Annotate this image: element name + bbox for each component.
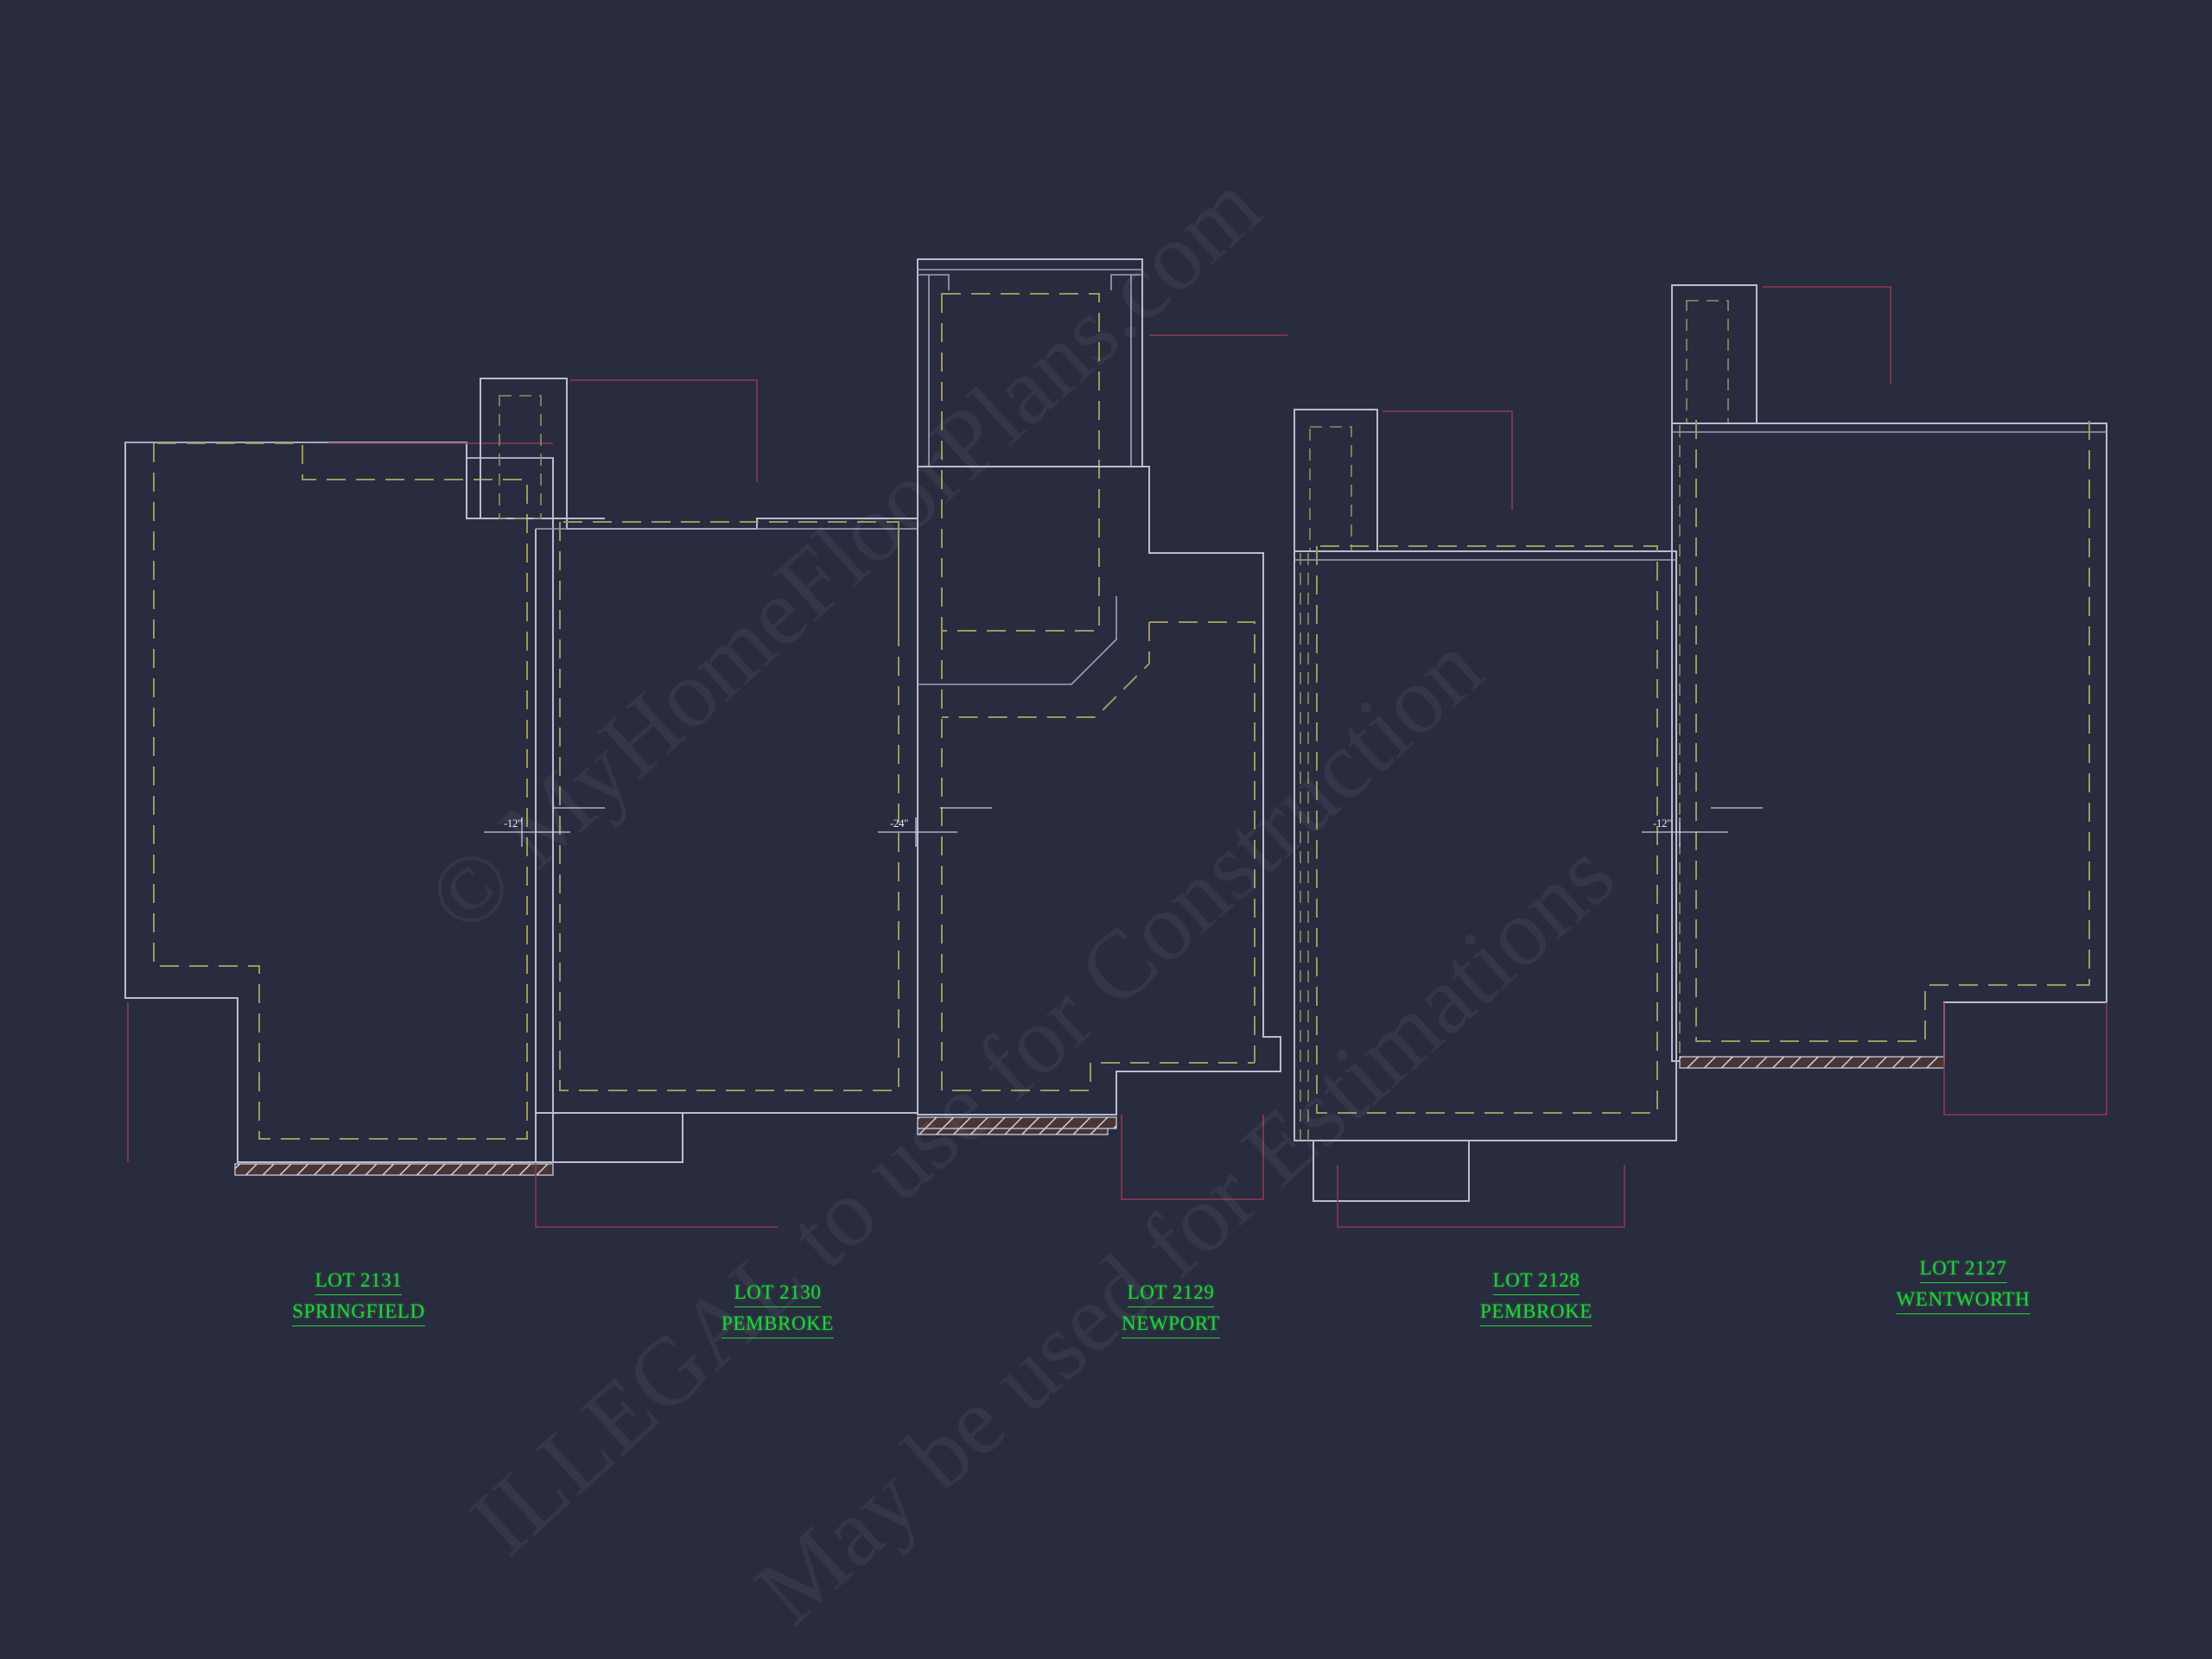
newport-chamfer: [918, 596, 1117, 685]
lot-label-2131: LOT 2131 SPRINGFIELD: [292, 1267, 425, 1329]
wentworth-footing-dashed: [1695, 420, 2090, 1042]
unit-springfield-2131: [124, 442, 554, 1176]
newport-chamfer-footing: [942, 622, 1150, 718]
newport-brick-ledge-hatch: [917, 1116, 1117, 1129]
newport-top-notch-right: [1110, 274, 1142, 290]
unit-pembroke-2128: [1294, 409, 1677, 1228]
lot-label-2127: LOT 2127 WENTWORTH: [1896, 1255, 2031, 1317]
pembroke2128-stoop-box: [1294, 409, 1378, 552]
pembroke2130-footing-dashed: [559, 521, 899, 1091]
lot-model-2128: PEMBROKE: [1479, 1298, 1593, 1326]
wentworth-top-red-line: [1763, 286, 1891, 385]
pembroke2128-bottom-red: [1337, 1165, 1625, 1228]
lot-label-2130: LOT 2130 PEMBROKE: [721, 1279, 835, 1341]
newport-top-footing: [941, 293, 1100, 632]
pembroke2128-foundation-outline: [1294, 550, 1677, 1141]
wentworth-foundation-outline: [1671, 423, 2107, 1062]
dim-center-leader: [878, 807, 992, 847]
lot-model-2130: PEMBROKE: [721, 1310, 835, 1338]
newport-top-notch-left: [918, 274, 950, 290]
wentworth-brick-ledge-hatch: [1679, 1056, 1945, 1069]
unit-pembroke-2130: [480, 378, 1109, 1228]
pembroke2128-footing-dashed: [1316, 545, 1658, 1114]
pembroke2128-bottom-stoop: [1313, 1141, 1470, 1202]
newport-body-footing: [941, 631, 1255, 1091]
pembroke2128-top-red-line: [1382, 410, 1513, 510]
newport-top-block-outline: [917, 258, 1143, 467]
newport-porch-red: [1121, 1115, 1264, 1200]
lot-number-2130: LOT 2130: [734, 1279, 822, 1307]
lot-number-2127: LOT 2127: [1919, 1255, 2007, 1283]
unit-newport-2129: [917, 258, 1287, 1200]
pembroke2130-lower-porch-red: [535, 1162, 778, 1228]
pembroke2128-stoop-footing: [1309, 426, 1352, 552]
springfield-footing-dashed: [153, 442, 528, 1140]
pembroke2130-bottom-stoop: [535, 1113, 683, 1163]
lot-label-2129: LOT 2129 NEWPORT: [1122, 1279, 1220, 1341]
wentworth-stoop-box: [1671, 284, 1758, 424]
newport-top-block-inner: [918, 269, 1142, 467]
lot-model-2127: WENTWORTH: [1896, 1286, 2031, 1314]
lot-label-2128: LOT 2128 PEMBROKE: [1479, 1267, 1593, 1329]
pembroke2130-top-red-line: [570, 379, 758, 482]
springfield-wall-offset: [125, 442, 553, 459]
dim-right-text: -12": [1653, 817, 1671, 830]
pembroke2130-stoop-footing: [499, 395, 542, 519]
wentworth-porch-red: [1943, 1002, 2107, 1116]
lot-number-2129: LOT 2129: [1127, 1279, 1215, 1307]
wentworth-stoop-footing: [1686, 300, 1729, 424]
pembroke2130-body-outline: [535, 518, 918, 1114]
springfield-brick-ledge-hatch: [234, 1163, 554, 1176]
dim-left-leader: [484, 807, 605, 847]
newport-body-outline: [917, 466, 1281, 1116]
dim-center-text: -24": [890, 817, 908, 830]
lot-number-2131: LOT 2131: [315, 1267, 403, 1295]
dimension-markers: -12" -24" -12": [484, 807, 1763, 847]
lot-model-2129: NEWPORT: [1122, 1310, 1220, 1338]
unit-wentworth-2127: [1671, 284, 2107, 1116]
pembroke2130-foundation-outline: [566, 518, 918, 530]
springfield-foundation-outline: [124, 442, 554, 1163]
lot-model-2131: SPRINGFIELD: [292, 1298, 425, 1326]
lot-number-2128: LOT 2128: [1492, 1267, 1580, 1295]
dim-right-leader: [1642, 807, 1763, 847]
newport-body-footing-right: [1149, 621, 1255, 1063]
dim-left-text: -12": [504, 817, 522, 830]
